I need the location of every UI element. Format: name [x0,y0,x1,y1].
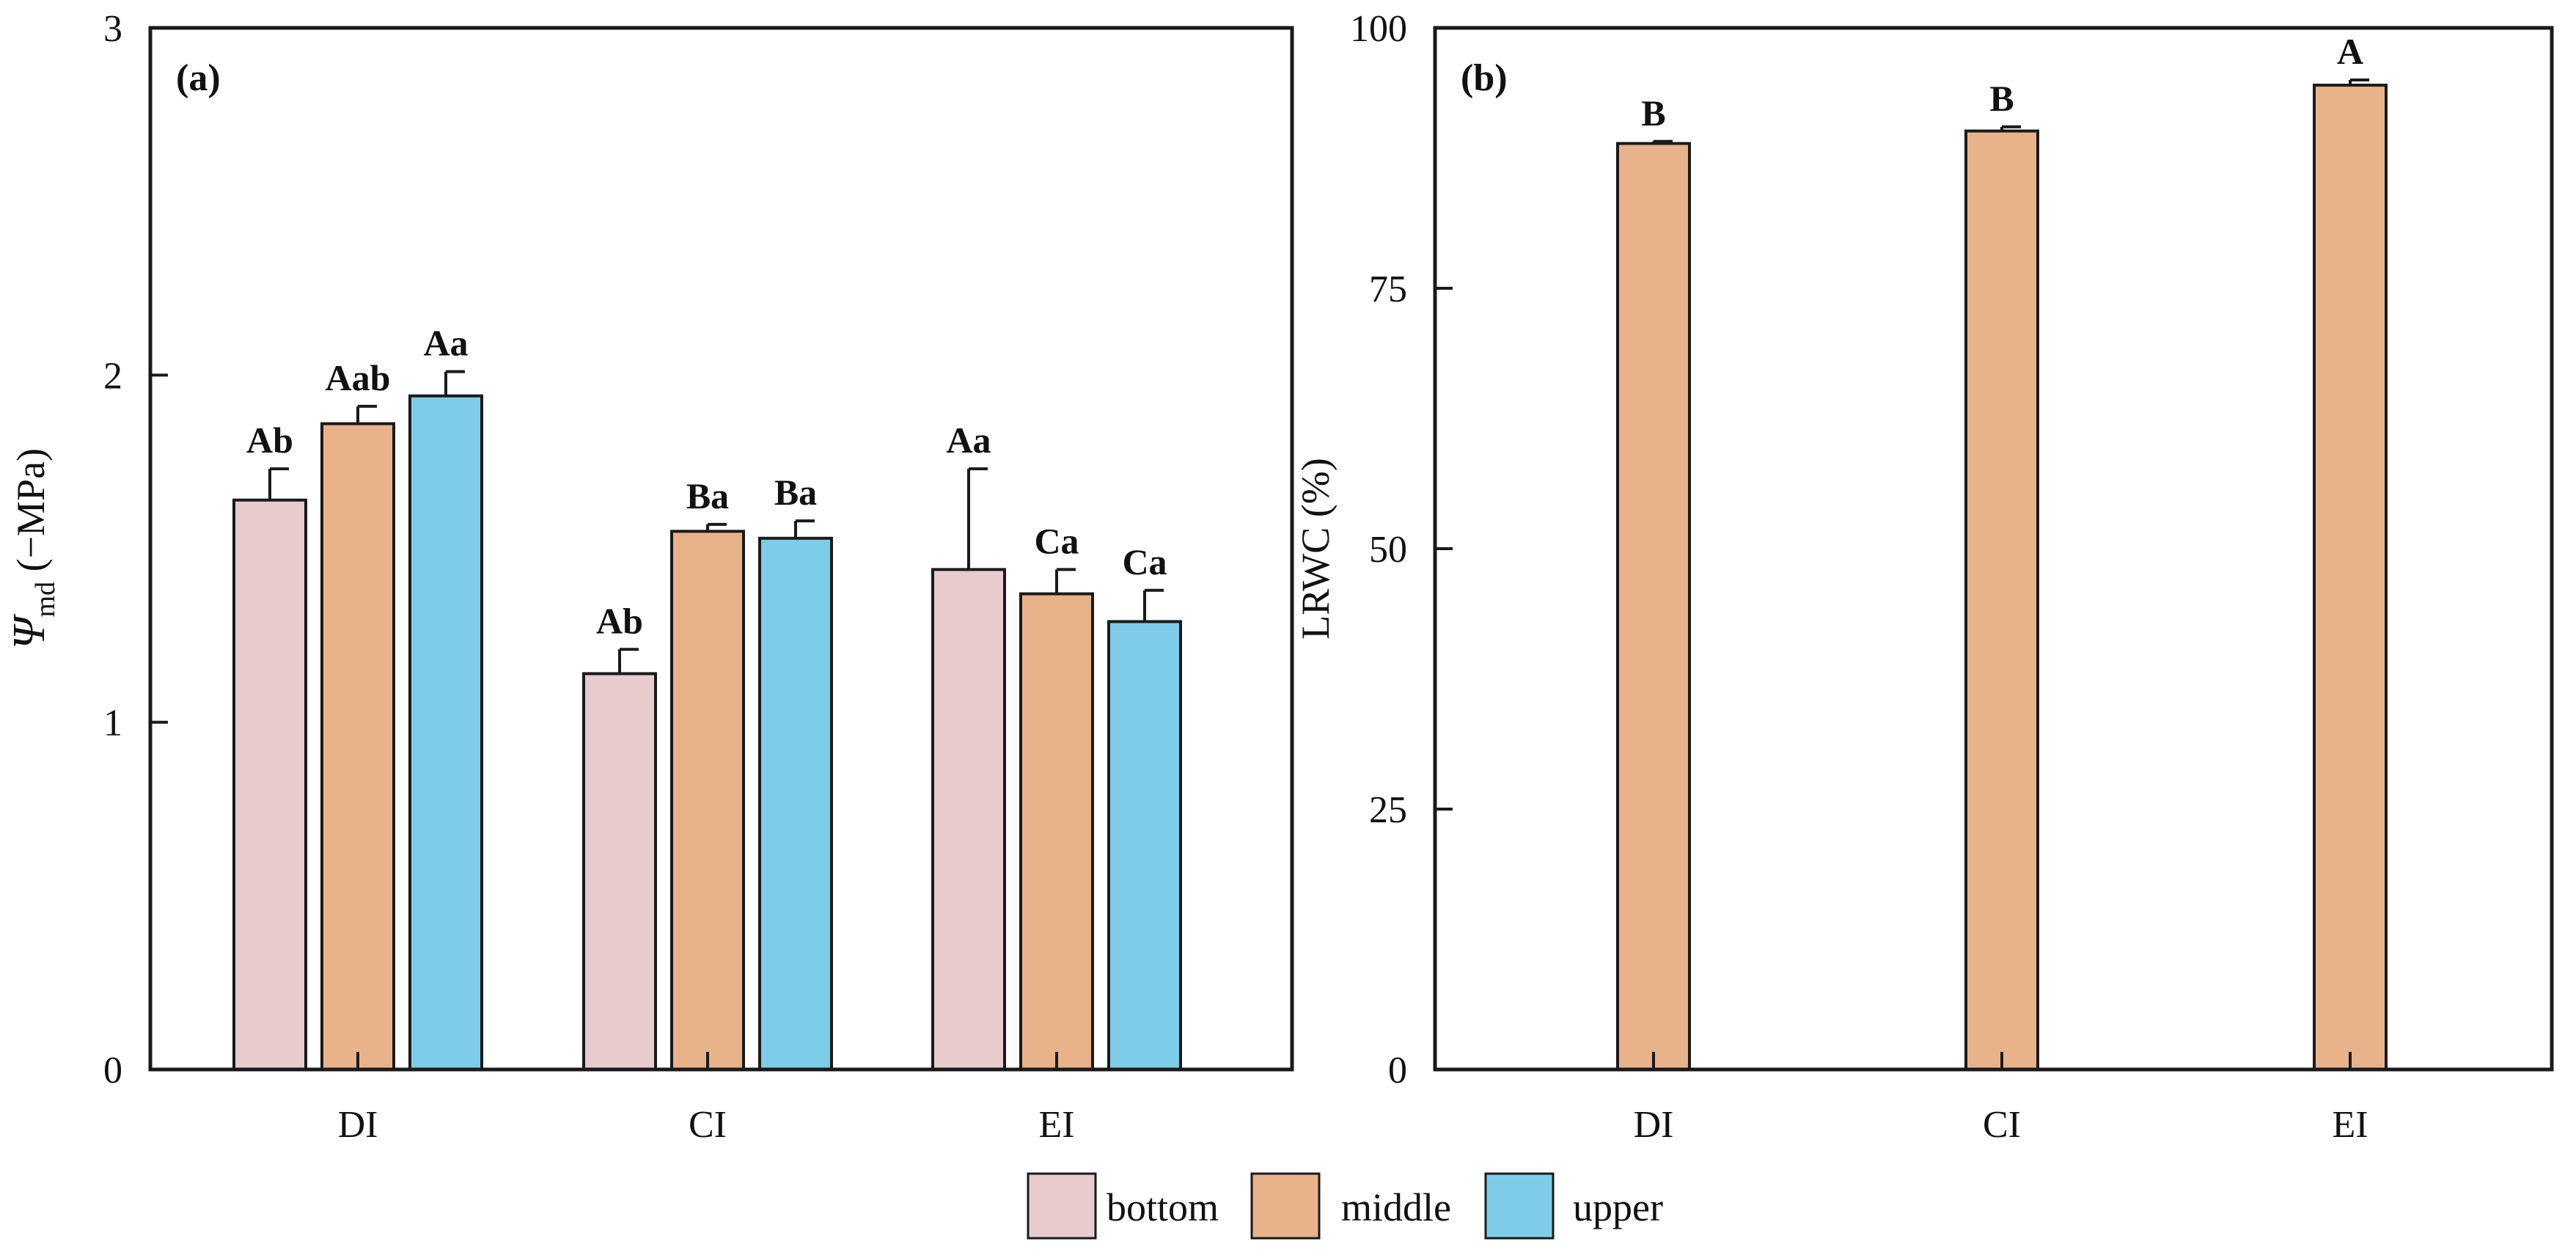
y-axis-title: Ψmd (−MPa) [4,448,61,649]
y-tick-label: 50 [1369,529,1407,571]
y-tick-label: 0 [1388,1050,1407,1091]
significance-label: Aa [423,323,468,364]
significance-label: Ba [774,472,817,513]
significance-label: Ca [1122,541,1167,582]
legend-swatch-upper [1484,1172,1555,1240]
legend-label-bottom: bottom [1107,1185,1219,1229]
chart-panel-b: B B A 0 25 50 75 100 DI CI EI (b) LRWC (%) [1293,8,2554,1146]
panel-label: (b) [1461,57,1508,99]
y-tick-label: 0 [103,1050,122,1091]
significance-label: Ba [686,475,729,516]
bar-middle-ei [2313,84,2388,1072]
bar-bottom-di [232,498,307,1071]
bar-middle-ei [1019,592,1094,1071]
bar-upper-di [408,394,483,1071]
significance-label: Aa [946,420,991,461]
y-tick-label: 25 [1369,789,1407,831]
y-tick-label: 75 [1369,268,1407,310]
significance-label: B [1989,78,2014,119]
plot-frame [148,26,1294,1072]
x-tick-label: CI [689,1104,727,1146]
x-tick-label: EI [1038,1104,1074,1146]
bar-bottom-ci [582,672,657,1071]
x-tick-label: EI [2332,1104,2368,1146]
significance-label: Aab [326,357,391,398]
y-axis-title: LRWC (%) [1293,458,1337,639]
chart-panel-a: Ab Ab Aa Aab Ba Ca Aa Ba Ca 0 1 2 3 DI CI EI (a) Ψmd (−MP… [4,8,1294,1146]
significance-label: Ca [1034,520,1079,561]
legend-label-upper: upper [1573,1185,1663,1229]
y-tick-label: 1 [103,703,122,745]
legend-swatch-bottom [1027,1172,1097,1240]
significance-label: Ab [596,600,643,641]
bar-middle-ci [670,530,745,1071]
x-tick-label: DI [338,1104,378,1146]
bar-middle-di [1616,142,1691,1071]
bar-middle-ci [1964,129,2039,1072]
significance-label: Ab [246,420,293,461]
bar-upper-ci [758,536,833,1071]
y-tick-label: 100 [1350,8,1407,50]
bar-bottom-ei [931,568,1006,1071]
legend-swatch-middle [1250,1172,1321,1240]
x-tick-label: CI [1983,1104,2021,1146]
y-tick-label: 3 [103,8,122,50]
bar-upper-ei [1107,620,1182,1071]
significance-label: B [1641,92,1665,134]
bar-middle-di [320,422,395,1071]
x-tick-label: DI [1634,1104,1674,1146]
y-tick-label: 2 [103,355,122,397]
legend-label-middle: middle [1341,1185,1451,1229]
legend: bottom middle upper [1027,1172,1663,1240]
panel-label: (a) [176,57,221,99]
significance-label: A [2337,31,2363,72]
